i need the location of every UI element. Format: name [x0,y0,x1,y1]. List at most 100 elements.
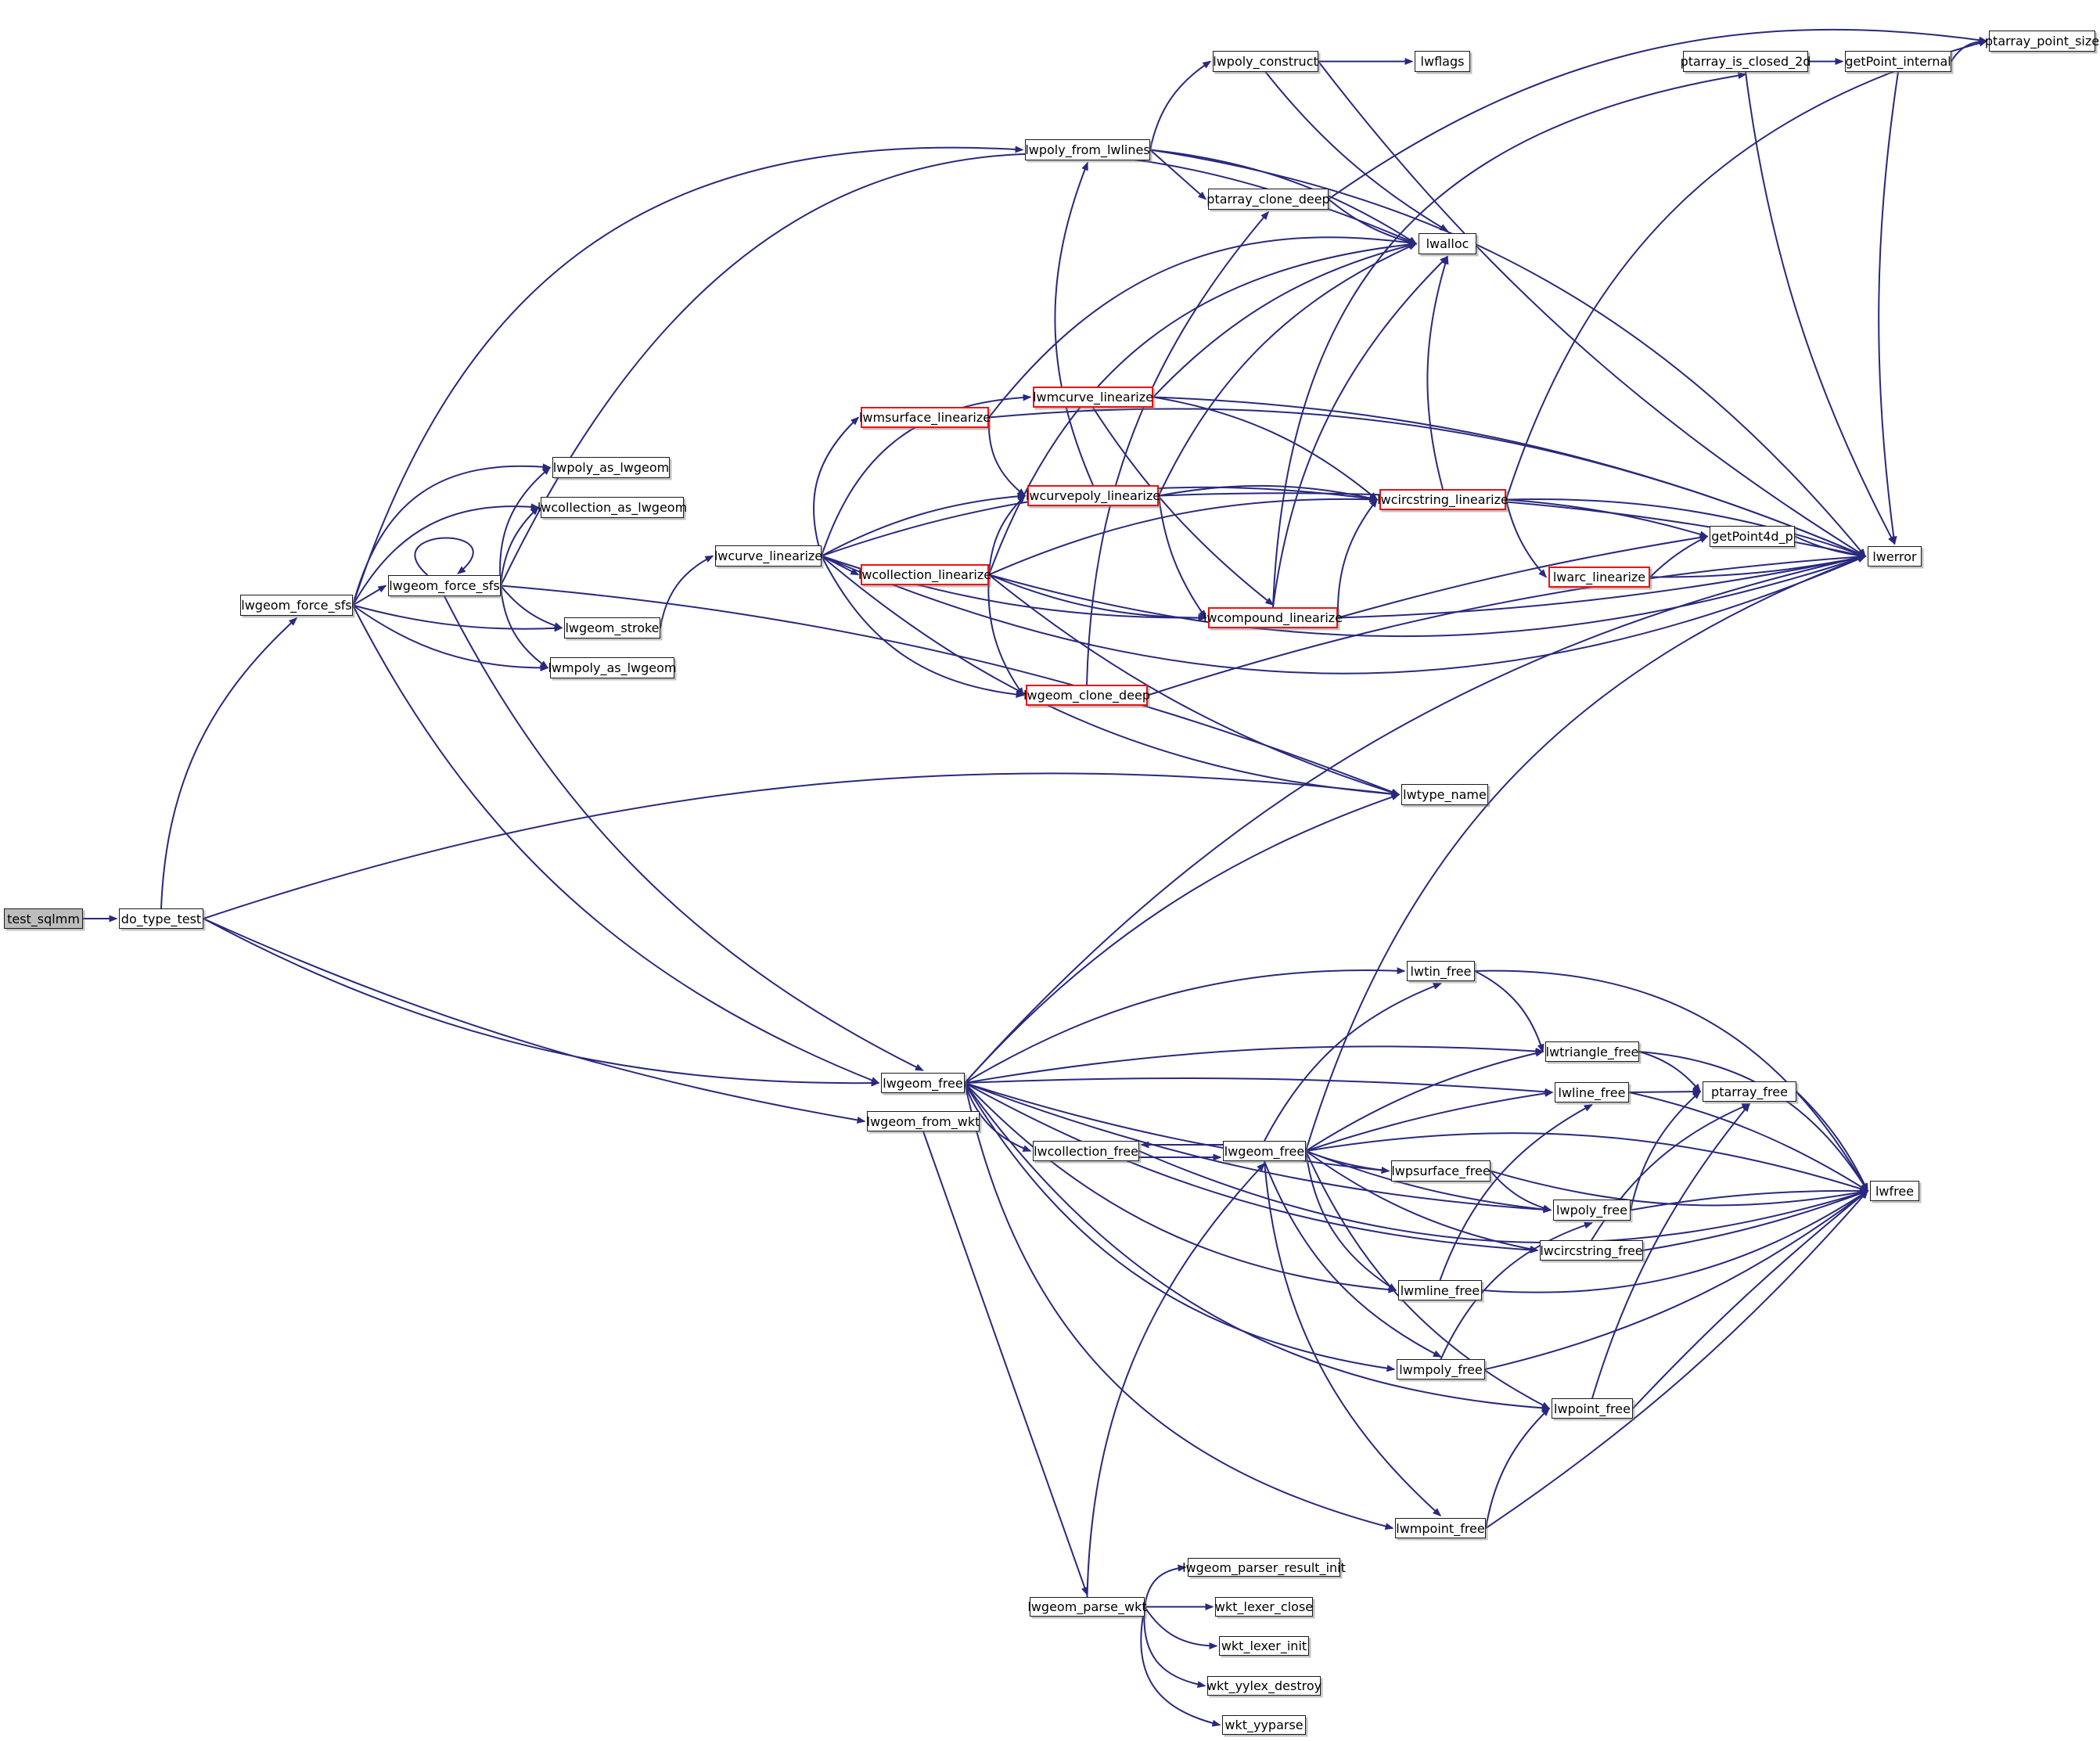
node-lwcircstring_linearize[interactable]: lwcircstring_linearize [1377,489,1508,510]
edge-lwgeom_force_sfs_b-to-lwalloc [500,153,1418,586]
edge-lwgeom_force_sfs_b-to-lwcollection_as_lwgeom [500,506,540,586]
edge-do_type_test-to-lwgeom_from_wkt [203,918,866,1124]
node-lwcollection_linearize[interactable]: lwcollection_linearize [858,564,991,585]
node-lwpoly_as_lwgeom[interactable]: lwpoly_as_lwgeom [552,457,670,478]
node-lwgeom_free2[interactable]: lwgeom_free [1223,1141,1306,1161]
node-lwflags[interactable]: lwflags [1415,51,1470,72]
node-lwmpoly_as_lwgeom[interactable]: lwmpoly_as_lwgeom [548,657,677,678]
edge-do_type_test-to-lwgeom_free1 [203,918,880,1087]
node-lwpoly_from_lwlines[interactable]: lwpoly_from_lwlines [1025,139,1150,160]
node-lwpoly_construct[interactable]: lwpoly_construct [1213,51,1318,72]
edge-getPoint_internal-to-ptarray_point_size [1951,38,1988,63]
edge-getPoint_internal-to-lwerror [1878,71,1899,545]
node-wkt_lexer_init[interactable]: wkt_lexer_init [1219,1636,1309,1656]
node-lwcollection_as_lwgeom[interactable]: lwcollection_as_lwgeom [538,497,687,518]
node-lwarc_linearize[interactable]: lwarc_linearize [1548,567,1650,588]
node-lwmcurve_linearize[interactable]: lwmcurve_linearize [1033,387,1153,408]
node-lwpoly_free[interactable]: lwpoly_free [1553,1200,1631,1221]
edge-lwgeom_free2-to-lwpoint_free [1305,1150,1551,1409]
edge-lwgeom_parse_wkt-to-wkt_yylex_destroy [1143,1606,1206,1689]
edge-lwmpoint_free-to-lwfree [1485,1189,1868,1529]
edge-lwgeom_parse_wkt-to-wkt_yyparse [1140,1606,1221,1727]
edge-lwcompound_linearize-to-getPoint4d_p [1337,534,1709,619]
edge-lwcollection_linearize-to-lwerror [988,555,1867,638]
node-lwgeom_from_wkt[interactable]: lwgeom_from_wkt [867,1111,980,1131]
node-ptarray_point_size[interactable]: ptarray_point_size [1985,31,2099,52]
node-wkt_yyparse[interactable]: wkt_yyparse [1222,1715,1306,1735]
edge-lwgeom_force_sfs_b-to-lwgeom_force_sfs_b [414,537,474,576]
node-lwcurvepoly_linearize[interactable]: lwcurvepoly_linearize [1026,485,1160,506]
node-lwpsurface_free[interactable]: lwpsurface_free [1391,1160,1490,1182]
edge-lwgeom_free1-to-lwtype_name [964,793,1401,1084]
edge-lwgeom_force_sfs_a-to-lwpoly_from_lwlines [352,146,1024,606]
edge-lwgeom_free2-to-lwmline_free [1305,1150,1397,1291]
node-lwgeom_parse_wkt[interactable]: lwgeom_parse_wkt [1027,1597,1147,1617]
edge-lwcompound_linearize-to-ptarray_is_closed_2d [1272,72,1747,608]
edge-lwgeom_from_wkt-to-lwgeom_parse_wkt [922,1131,1088,1596]
edge-lwcurvepoly_linearize-to-lwalloc [1158,243,1418,496]
node-lwgeom_force_sfs_b[interactable]: lwgeom_force_sfs [388,575,501,596]
edge-lwcircstring_linearize-to-lwerror [1505,498,1867,558]
node-lwtin_free[interactable]: lwtin_free [1407,961,1475,981]
edge-lwgeom_free2-to-lwtriangle_free [1305,1049,1544,1152]
node-lwgeom_stroke[interactable]: lwgeom_stroke [564,617,660,638]
edge-lwpoint_free-to-lwfree [1632,1190,1869,1409]
edge-do_type_test-to-lwtype_name [203,772,1401,919]
node-ptarray_is_closed_2d[interactable]: ptarray_is_closed_2d [1681,51,1811,72]
edge-lwcollection_linearize-to-lwgeom_clone_deep [987,574,1024,696]
node-ptarray_free[interactable]: ptarray_free [1703,1081,1796,1102]
node-lwcircstring_free[interactable]: lwcircstring_free [1540,1240,1643,1261]
node-lwmpoint_free[interactable]: lwmpoint_free [1395,1518,1486,1538]
node-lwcurve_linearize[interactable]: lwcurve_linearize [714,545,822,567]
edge-lwpsurface_free-to-lwpoly_free [1490,1170,1552,1212]
edge-lwgeom_free1-to-lwmpoint_free [964,1082,1394,1530]
node-test_sqlmm[interactable]: test_sqlmm [4,908,83,929]
node-lwtype_name[interactable]: lwtype_name [1401,784,1488,805]
node-ptarray_clone_deep[interactable]: ptarray_clone_deep [1206,189,1330,210]
edge-lwcollection_linearize-to-lwtype_name [988,574,1401,796]
node-getPoint_internal[interactable]: getPoint_internal [1845,51,1951,72]
edge-lwgeom_free2-to-lwmpoly_free [1264,1160,1442,1358]
edge-lwgeom_free1-to-lwcollection_free [964,1082,1032,1152]
edge-lwpoly_free-to-ptarray_free [1630,1091,1702,1210]
node-lwcollection_free[interactable]: lwcollection_free [1033,1141,1139,1161]
node-wkt_yylex_destroy[interactable]: wkt_yylex_destroy [1206,1676,1321,1696]
edge-lwgeom_force_sfs_a-to-lwmpoly_as_lwgeom [352,604,549,672]
edge-lwgeom_free2-to-lwtin_free [1264,983,1442,1142]
edge-lwgeom_free1-to-lwpsurface_free [964,1082,1390,1174]
edge-lwcircstring_linearize-to-lwarc_linearize [1505,499,1547,578]
edge-lwmsurface_linearize-to-lwerror [988,408,1867,557]
edge-ptarray_clone_deep-to-lwalloc [1328,198,1418,246]
edge-lwcurvepoly_linearize-to-lwpoly_from_lwlines [1054,161,1094,486]
edge-lwgeom_free1-to-lwtriangle_free [964,1045,1544,1084]
node-lwpoint_free[interactable]: lwpoint_free [1552,1398,1633,1419]
node-lwgeom_free1[interactable]: lwgeom_free [881,1073,965,1093]
edge-lwcurve_linearize-to-lwmsurface_linearize [813,416,860,556]
node-lwfree[interactable]: lwfree [1870,1181,1919,1201]
edge-lwgeom_free1-to-lwline_free [964,1077,1554,1095]
edge-lwmcurve_linearize-to-lwalloc [1152,242,1418,398]
node-lwmpoly_free[interactable]: lwmpoly_free [1397,1359,1485,1379]
node-lwmline_free[interactable]: lwmline_free [1398,1280,1482,1300]
node-lwcompound_linearize[interactable]: lwcompound_linearize [1203,607,1343,628]
edge-lwgeom_force_sfs_a-to-lwgeom_stroke [352,604,563,632]
node-do_type_test[interactable]: do_type_test [119,908,203,929]
node-getPoint4d_p[interactable]: getPoint4d_p [1710,526,1795,547]
node-lwerror[interactable]: lwerror [1868,546,1922,567]
node-wkt_lexer_close[interactable]: wkt_lexer_close [1215,1597,1313,1617]
edge-lwgeom_force_sfs_a-to-lwgeom_force_sfs_b [352,585,387,606]
node-lwgeom_clone_deep[interactable]: lwgeom_clone_deep [1023,685,1150,706]
edge-lwpoly_from_lwlines-to-lwalloc [1149,149,1418,245]
node-lwgeom_force_sfs_a[interactable]: lwgeom_force_sfs [240,595,353,616]
node-lwline_free[interactable]: lwline_free [1555,1082,1629,1103]
node-lwgeom_parser_result_init[interactable]: lwgeom_parser_result_init [1182,1558,1346,1577]
node-lwalloc[interactable]: lwalloc [1419,233,1476,254]
edge-lwgeom_free1-to-lwpoly_free [964,1082,1552,1214]
edge-lwcurve_linearize-to-lwmcurve_linearize [821,394,1032,556]
node-lwmsurface_linearize[interactable]: lwmsurface_linearize [859,407,991,428]
edge-lwpoly_free-to-lwfree [1630,1187,1869,1211]
edge-lwcurve_linearize-to-lwtype_name [821,555,1401,798]
node-lwtriangle_free[interactable]: lwtriangle_free [1545,1041,1639,1062]
edge-lwcircstring_linearize-to-getPoint4d_p [1505,498,1709,538]
